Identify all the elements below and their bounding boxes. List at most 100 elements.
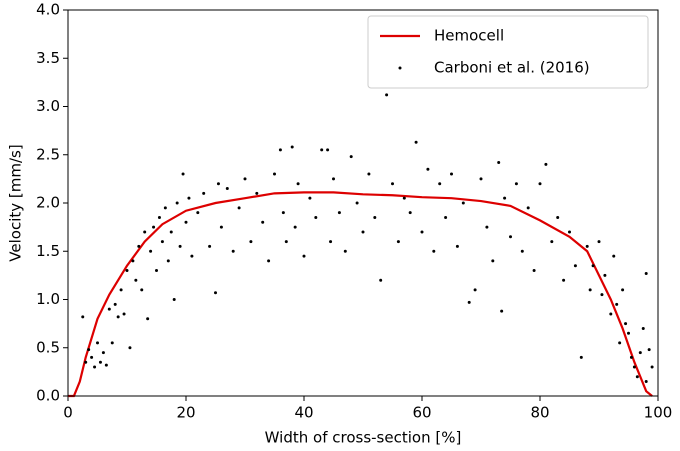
point bbox=[302, 254, 306, 258]
point bbox=[438, 182, 442, 186]
point bbox=[432, 249, 436, 253]
point bbox=[125, 269, 129, 273]
point bbox=[337, 211, 341, 215]
point bbox=[396, 240, 400, 244]
y-tick-label: 2.0 bbox=[36, 194, 60, 212]
x-tick-label: 0 bbox=[63, 404, 73, 422]
point bbox=[379, 278, 383, 282]
point bbox=[638, 351, 642, 355]
point bbox=[556, 215, 560, 219]
point bbox=[367, 172, 371, 176]
point bbox=[314, 215, 318, 219]
point bbox=[110, 341, 114, 345]
point bbox=[600, 293, 604, 297]
point bbox=[231, 249, 235, 253]
y-tick-label: 1.5 bbox=[36, 242, 60, 260]
point bbox=[178, 244, 182, 248]
point bbox=[146, 317, 150, 321]
point bbox=[509, 235, 512, 239]
point bbox=[243, 177, 247, 181]
point bbox=[349, 155, 353, 159]
point bbox=[461, 201, 465, 205]
point bbox=[96, 341, 99, 345]
point bbox=[181, 172, 185, 176]
point bbox=[329, 240, 333, 244]
point bbox=[255, 191, 259, 195]
point bbox=[157, 215, 161, 219]
point bbox=[588, 288, 592, 292]
point bbox=[278, 148, 282, 152]
point bbox=[107, 307, 111, 311]
point bbox=[408, 211, 412, 215]
point bbox=[526, 206, 530, 210]
point bbox=[361, 230, 365, 234]
point bbox=[152, 225, 156, 229]
point bbox=[172, 298, 176, 301]
point bbox=[450, 172, 453, 176]
point bbox=[119, 288, 123, 292]
point bbox=[467, 300, 471, 304]
point bbox=[160, 240, 164, 244]
plot-frame bbox=[67, 9, 659, 397]
point bbox=[104, 363, 108, 367]
point bbox=[98, 360, 102, 364]
x-tick-label: 100 bbox=[644, 404, 673, 422]
point bbox=[641, 326, 645, 330]
point bbox=[202, 191, 206, 195]
point bbox=[402, 196, 406, 200]
point bbox=[169, 230, 173, 234]
point bbox=[632, 365, 636, 369]
point bbox=[503, 196, 507, 200]
point bbox=[296, 182, 300, 186]
point bbox=[343, 249, 347, 253]
point bbox=[101, 351, 105, 355]
point bbox=[473, 288, 477, 292]
point bbox=[420, 230, 424, 234]
point bbox=[597, 240, 601, 244]
point bbox=[591, 264, 595, 268]
point bbox=[81, 315, 85, 319]
point bbox=[249, 240, 253, 244]
point bbox=[618, 341, 622, 345]
point bbox=[485, 225, 489, 229]
point bbox=[84, 360, 88, 364]
point bbox=[585, 244, 589, 248]
point bbox=[373, 215, 377, 219]
point bbox=[520, 249, 524, 253]
point bbox=[143, 230, 147, 234]
point bbox=[163, 206, 167, 210]
point bbox=[281, 211, 285, 215]
point bbox=[320, 148, 324, 152]
point bbox=[544, 162, 548, 166]
point bbox=[184, 220, 188, 224]
point bbox=[90, 355, 94, 359]
point bbox=[629, 355, 633, 359]
point bbox=[627, 331, 630, 335]
point bbox=[573, 264, 577, 268]
point bbox=[128, 346, 132, 350]
point bbox=[497, 160, 501, 164]
point bbox=[137, 244, 141, 248]
point bbox=[122, 312, 126, 316]
point bbox=[355, 201, 359, 205]
point bbox=[219, 225, 223, 229]
point bbox=[562, 278, 566, 282]
y-tick-label: 0.5 bbox=[36, 338, 60, 356]
legend-swatch bbox=[398, 66, 402, 70]
point bbox=[332, 177, 335, 181]
line bbox=[68, 191, 653, 398]
point bbox=[579, 355, 583, 359]
point bbox=[225, 187, 229, 191]
point bbox=[87, 348, 91, 352]
point bbox=[190, 254, 194, 258]
point bbox=[155, 269, 158, 273]
point bbox=[175, 201, 179, 205]
point bbox=[385, 93, 389, 97]
y-axis-label: Velocity [mm/s] bbox=[7, 144, 25, 261]
point bbox=[500, 309, 504, 313]
x-axis-label: Width of cross-section [%] bbox=[265, 429, 462, 447]
point bbox=[624, 322, 628, 326]
point bbox=[391, 182, 394, 186]
point bbox=[267, 259, 271, 263]
